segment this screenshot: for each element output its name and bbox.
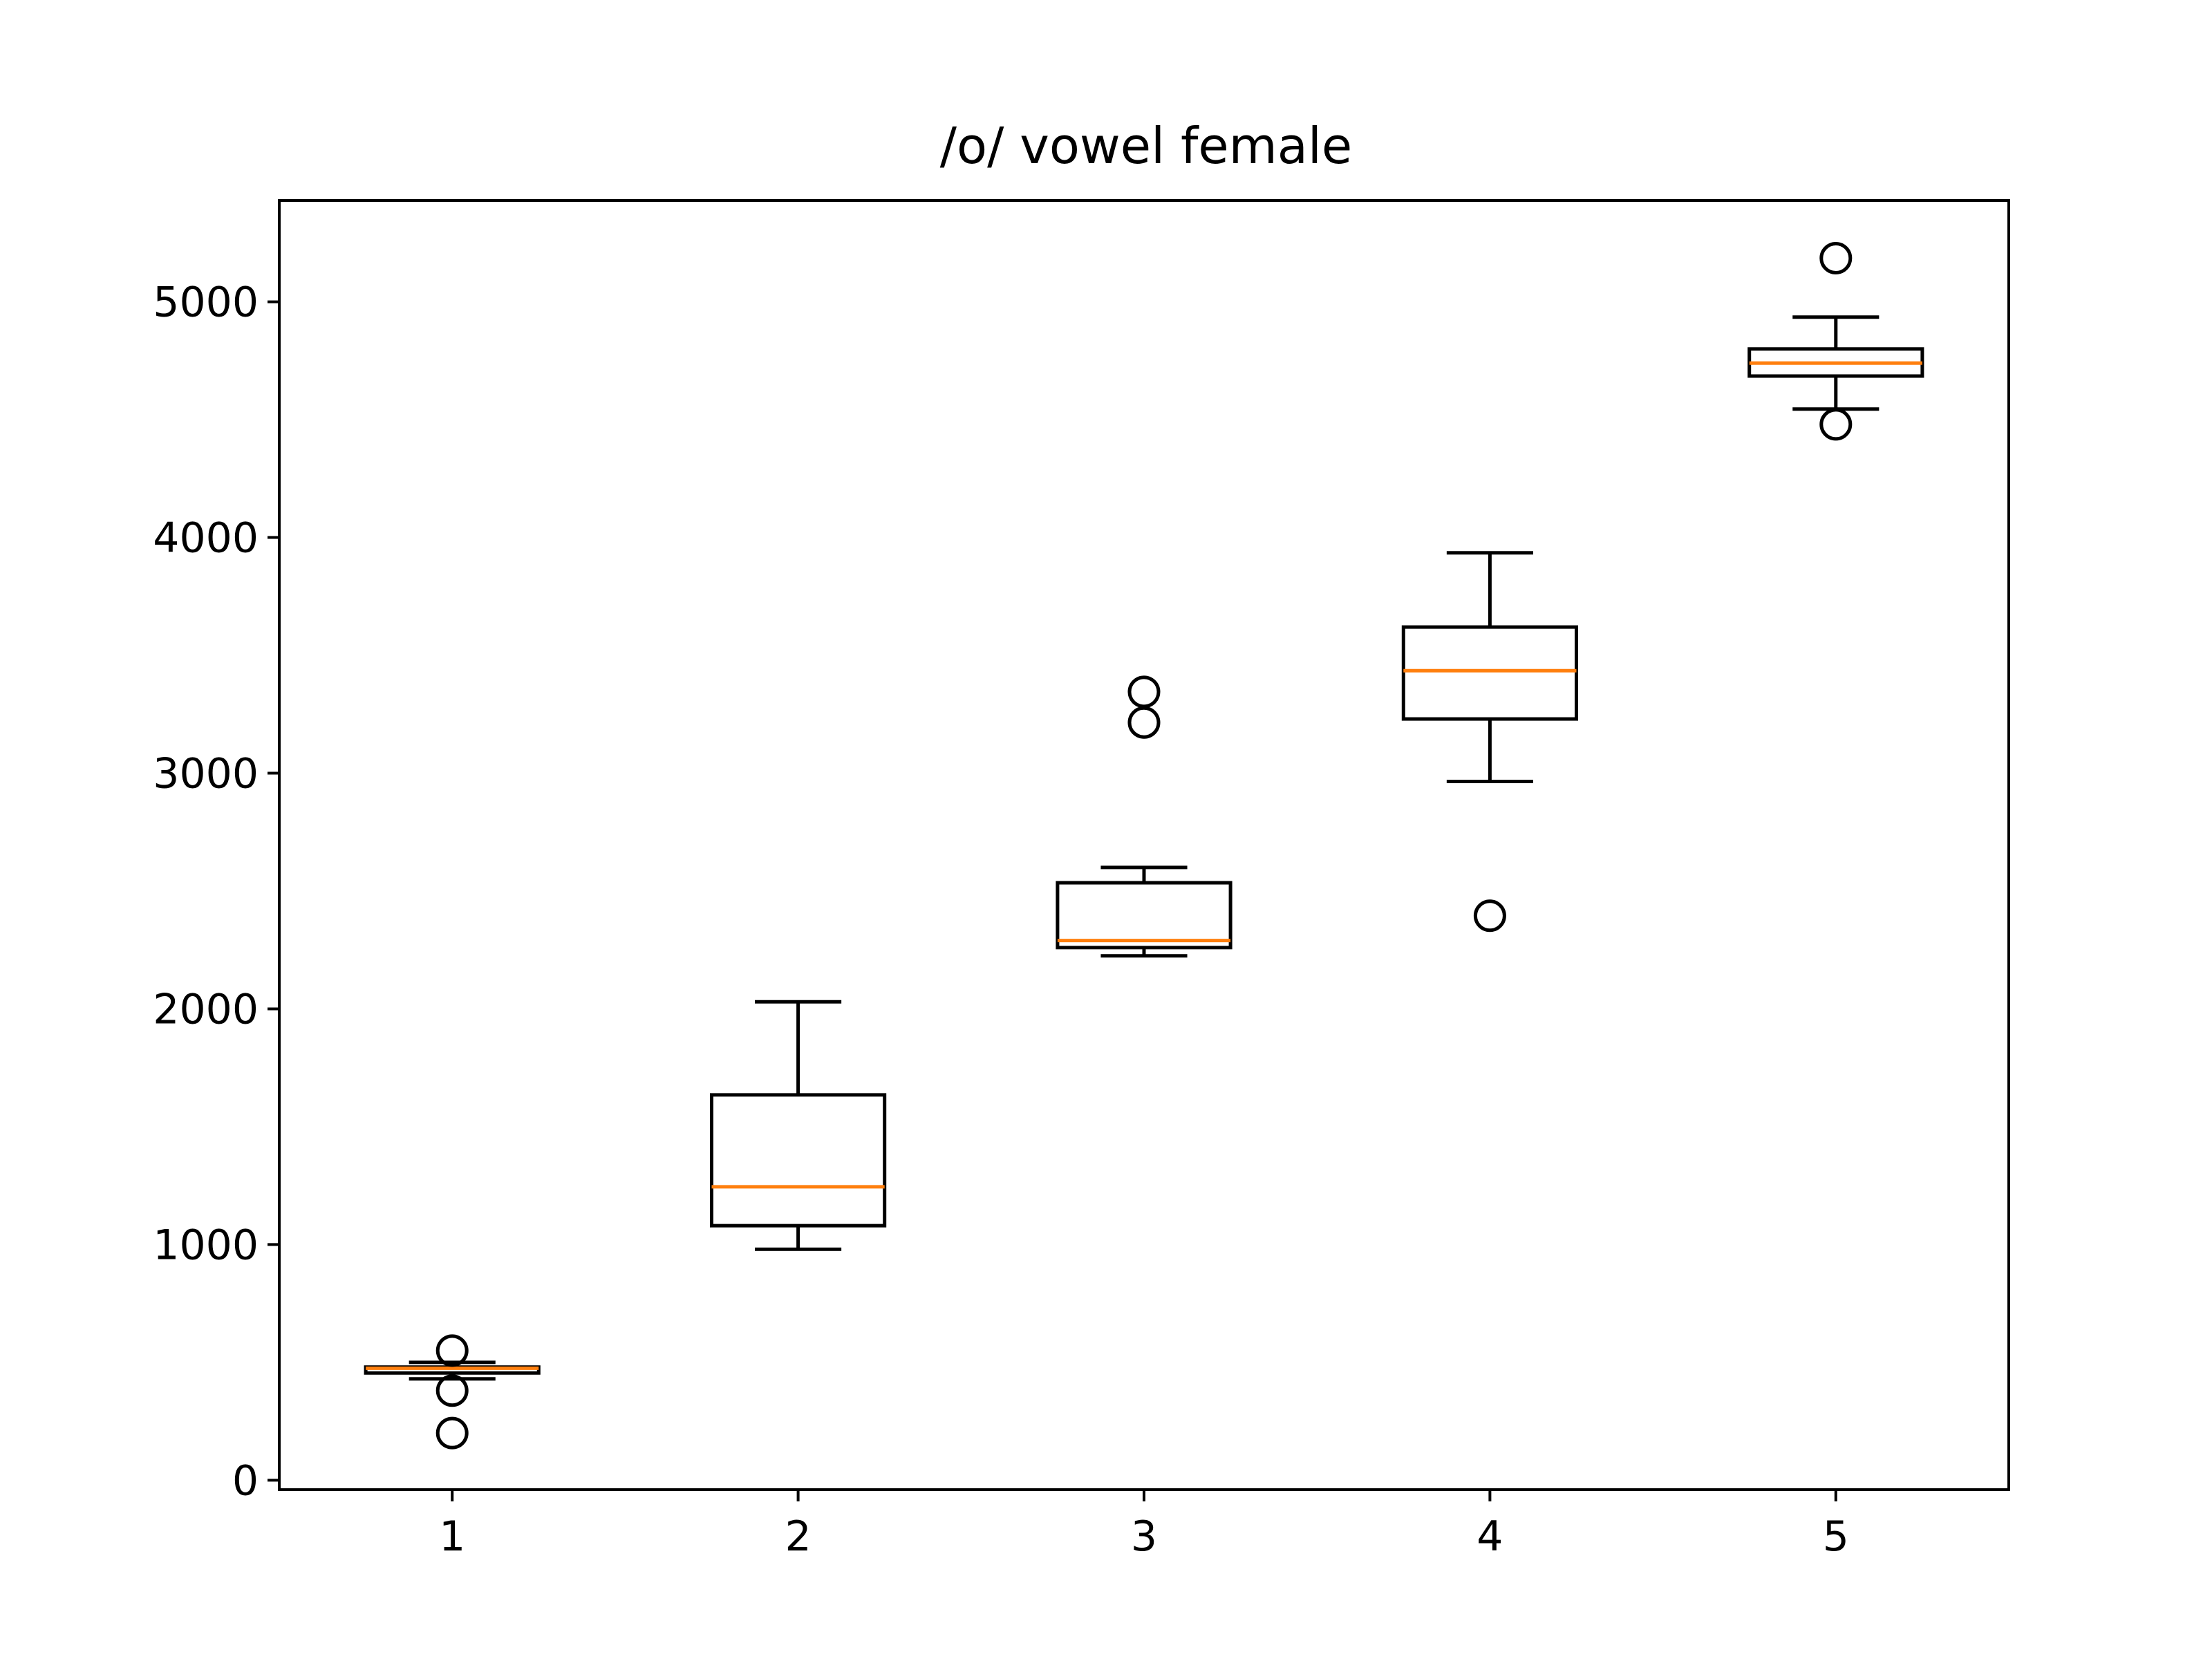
box-3 — [1056, 881, 1232, 950]
x-tick-label: 5 — [1823, 1512, 1849, 1561]
plot-area: 0 1000 2000 3000 4000 5000 1 2 3 4 5 — [153, 199, 2010, 1561]
outlier-point — [435, 1374, 469, 1407]
outlier-point — [435, 1416, 469, 1450]
y-tick-label: 3000 — [153, 750, 259, 798]
outlier-point — [1819, 242, 1853, 275]
outlier-point — [1473, 899, 1506, 932]
x-tick-label: 1 — [439, 1512, 465, 1561]
y-tick-label: 2000 — [153, 985, 259, 1033]
outlier-point — [1127, 675, 1161, 709]
box-2 — [710, 1093, 887, 1228]
box-4 — [1401, 625, 1579, 721]
outlier-point — [1127, 706, 1161, 739]
outlier-point — [435, 1334, 469, 1367]
y-tick-label: 0 — [232, 1456, 259, 1505]
y-tick-label: 1000 — [153, 1221, 259, 1269]
axes-frame — [278, 199, 2010, 1491]
y-tick-label: 5000 — [153, 279, 259, 327]
x-tick-label: 2 — [785, 1512, 812, 1561]
x-tick-label: 3 — [1131, 1512, 1157, 1561]
outlier-point — [1819, 408, 1853, 441]
chart-title: /o/ vowel female — [940, 117, 1352, 175]
x-tick-label: 4 — [1477, 1512, 1503, 1561]
y-tick-label: 4000 — [153, 514, 259, 563]
